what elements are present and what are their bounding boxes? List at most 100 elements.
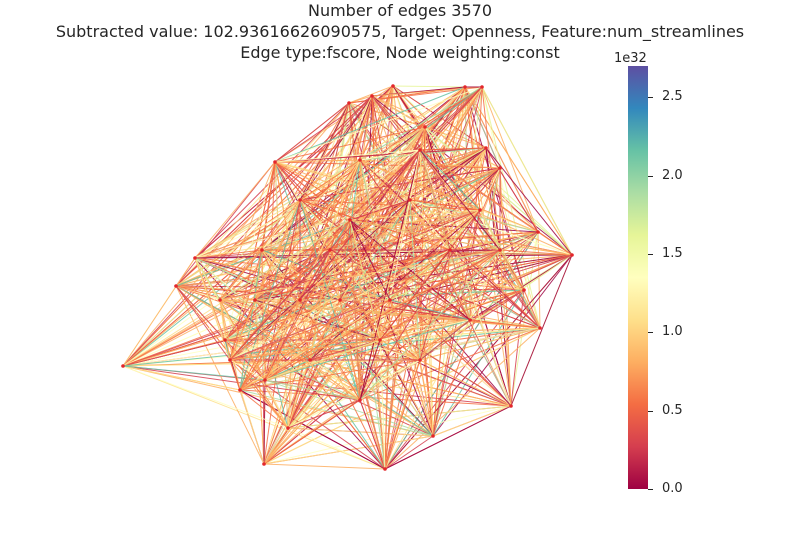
graph-edge bbox=[469, 249, 501, 321]
graph-edge bbox=[299, 249, 331, 301]
graph-edge bbox=[194, 199, 301, 259]
graph-node bbox=[121, 364, 125, 368]
graph-edge bbox=[224, 299, 256, 341]
graph-edge bbox=[264, 359, 311, 381]
graph-edge bbox=[261, 159, 361, 251]
graph-edge bbox=[432, 254, 573, 437]
graph-edge bbox=[359, 399, 386, 470]
graph-edge bbox=[389, 249, 451, 301]
graph-edge bbox=[419, 249, 451, 361]
graph-edge bbox=[339, 254, 573, 301]
graph-edge bbox=[384, 405, 512, 470]
graph-edge bbox=[359, 159, 481, 211]
graph-node bbox=[480, 85, 484, 89]
graph-edge bbox=[229, 159, 361, 361]
colorbar-tick-label: 1.5 bbox=[662, 246, 683, 261]
graph-edge bbox=[359, 159, 471, 321]
colorbar-tick-label: 2.0 bbox=[662, 167, 683, 183]
graph-edge bbox=[122, 365, 241, 391]
graph-edge bbox=[464, 86, 512, 407]
graph-edge bbox=[263, 435, 434, 465]
graph-edge bbox=[219, 299, 471, 321]
graph-edge bbox=[469, 254, 573, 321]
graph-edge bbox=[122, 365, 266, 381]
graph-node bbox=[347, 101, 351, 105]
graph-node bbox=[358, 158, 362, 162]
graph-edge bbox=[229, 299, 301, 361]
graph-edge bbox=[229, 199, 301, 361]
graph-edge bbox=[264, 249, 331, 381]
graph-node bbox=[238, 388, 242, 392]
colorbar-gradient bbox=[628, 66, 648, 489]
graph-node bbox=[338, 298, 342, 302]
graph-edge bbox=[219, 299, 266, 381]
graph-node bbox=[391, 84, 395, 88]
graph-node bbox=[388, 298, 392, 302]
colorbar-tick bbox=[648, 410, 653, 412]
graph-edge bbox=[479, 167, 501, 211]
graph-edge bbox=[329, 249, 471, 321]
graph-edge bbox=[419, 149, 573, 256]
graph-edge bbox=[229, 199, 411, 361]
graph-edge bbox=[274, 86, 483, 163]
graph-edge bbox=[122, 289, 525, 367]
graph-node bbox=[298, 298, 302, 302]
graph-edge bbox=[194, 257, 231, 361]
graph-edge bbox=[261, 249, 301, 301]
graph-node bbox=[348, 218, 352, 222]
title-line-3: Edge type:fscore, Node weighting:const bbox=[240, 43, 560, 62]
graph-node bbox=[431, 434, 435, 438]
graph-edge bbox=[464, 86, 539, 233]
graph-edge bbox=[359, 359, 421, 401]
graph-edge bbox=[359, 149, 421, 401]
graph-edge bbox=[264, 379, 434, 437]
graph-edge bbox=[409, 199, 421, 361]
graph-edge bbox=[424, 126, 434, 437]
graph-node bbox=[298, 198, 302, 202]
graph-node bbox=[262, 462, 266, 466]
graph-edge bbox=[359, 95, 373, 161]
graph-node bbox=[260, 248, 264, 252]
node-layer bbox=[121, 84, 574, 471]
graph-edge bbox=[379, 339, 421, 361]
graph-edge bbox=[254, 299, 421, 361]
graph-edge bbox=[464, 86, 573, 256]
graph-node bbox=[498, 166, 502, 170]
graph-edge bbox=[359, 339, 381, 401]
graph-edge bbox=[122, 319, 471, 367]
graph-edge bbox=[122, 159, 361, 367]
graph-edge bbox=[274, 95, 373, 163]
graph-edge bbox=[239, 249, 501, 391]
graph-edge bbox=[239, 299, 391, 391]
graph-edge bbox=[264, 249, 501, 381]
graph-edge bbox=[229, 319, 471, 361]
graph-edge bbox=[379, 209, 481, 341]
graph-edge bbox=[175, 285, 265, 465]
graph-edge bbox=[329, 249, 381, 341]
graph-edge bbox=[359, 86, 483, 161]
graph-node bbox=[408, 198, 412, 202]
graph-edge bbox=[499, 249, 512, 407]
graph-edge bbox=[309, 319, 471, 361]
graph-edge bbox=[194, 149, 421, 259]
graph-edge bbox=[274, 102, 350, 163]
graph-edge bbox=[379, 299, 391, 341]
graph-edge bbox=[219, 299, 231, 361]
graph-edge bbox=[229, 359, 266, 381]
graph-edge bbox=[122, 365, 289, 429]
graph-edge bbox=[379, 249, 501, 341]
graph-edge bbox=[339, 219, 351, 301]
colorbar-exponent: 1e32 bbox=[614, 51, 647, 66]
graph-edge bbox=[229, 299, 391, 361]
graph-edge bbox=[239, 389, 289, 429]
graph-edge bbox=[194, 167, 501, 259]
graph-node bbox=[253, 298, 257, 302]
graph-edge bbox=[389, 149, 421, 301]
colorbar-tick bbox=[648, 97, 653, 99]
graph-edge bbox=[409, 199, 471, 321]
graph-edge bbox=[261, 209, 481, 251]
graph-edge bbox=[349, 219, 501, 251]
graph-edge bbox=[359, 159, 391, 301]
graph-edge bbox=[122, 199, 301, 367]
